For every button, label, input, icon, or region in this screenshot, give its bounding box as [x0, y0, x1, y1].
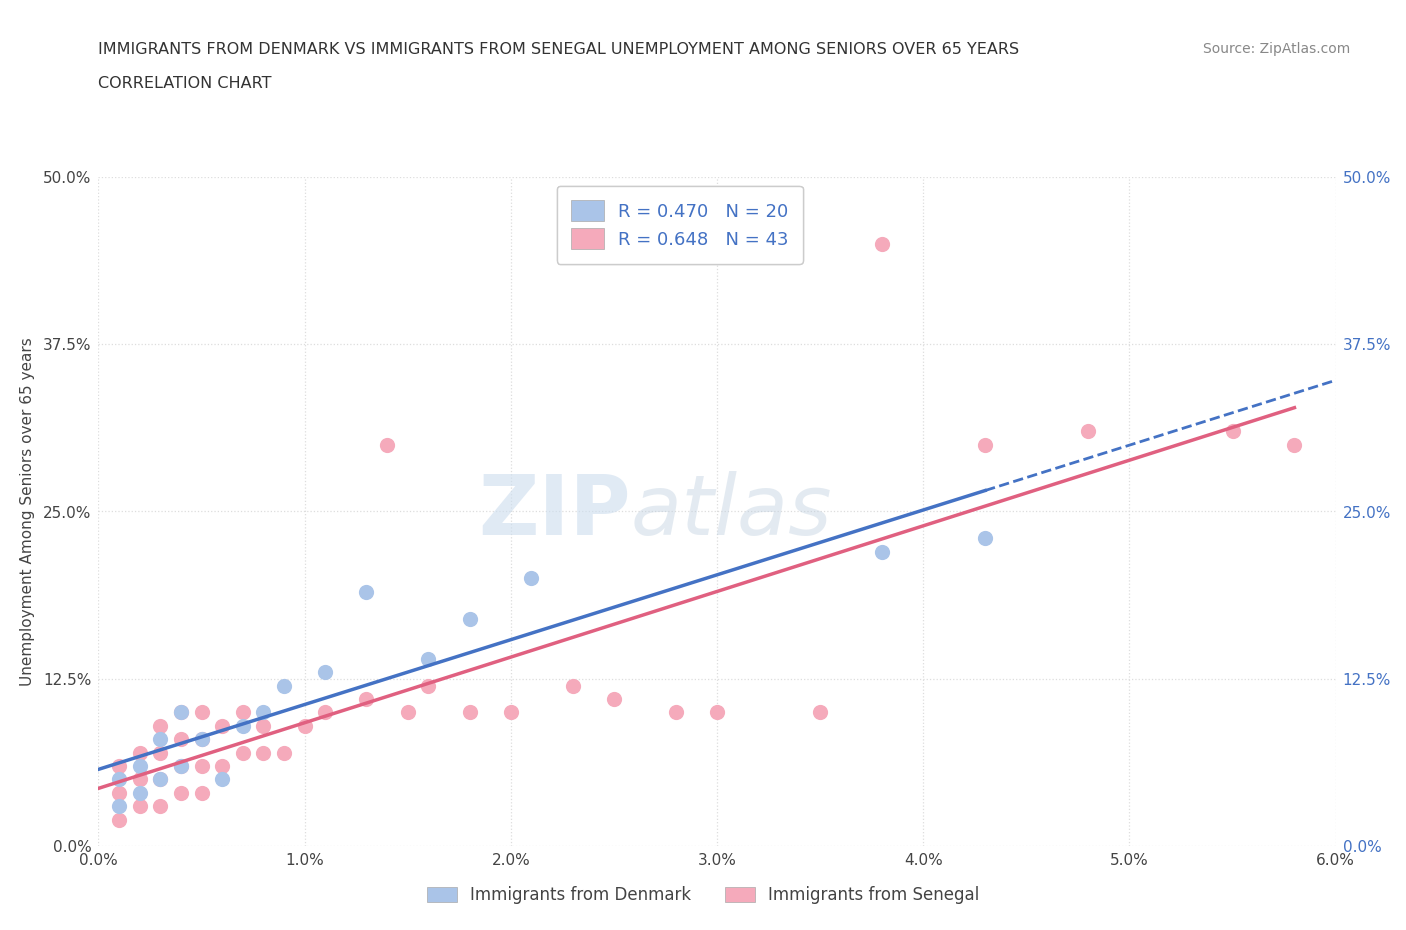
Point: [211, 759, 233, 774]
Point: [665, 705, 688, 720]
Point: [108, 785, 131, 800]
Text: Source: ZipAtlas.com: Source: ZipAtlas.com: [1202, 42, 1350, 56]
Point: [808, 705, 831, 720]
Point: [211, 772, 233, 787]
Point: [252, 745, 274, 760]
Point: [458, 705, 481, 720]
Legend: Immigrants from Denmark, Immigrants from Senegal: Immigrants from Denmark, Immigrants from…: [419, 878, 987, 912]
Point: [190, 705, 212, 720]
Point: [1222, 424, 1244, 439]
Point: [356, 584, 378, 599]
Point: [561, 678, 583, 693]
Point: [870, 236, 893, 251]
Point: [190, 785, 212, 800]
Point: [211, 718, 233, 733]
Point: [273, 678, 295, 693]
Text: IMMIGRANTS FROM DENMARK VS IMMIGRANTS FROM SENEGAL UNEMPLOYMENT AMONG SENIORS OV: IMMIGRANTS FROM DENMARK VS IMMIGRANTS FR…: [98, 42, 1019, 57]
Point: [458, 611, 481, 626]
Point: [149, 718, 172, 733]
Point: [418, 678, 440, 693]
Point: [603, 692, 626, 707]
Point: [108, 759, 131, 774]
Point: [149, 745, 172, 760]
Point: [170, 759, 193, 774]
Point: [1284, 437, 1306, 452]
Point: [128, 772, 150, 787]
Text: CORRELATION CHART: CORRELATION CHART: [98, 76, 271, 91]
Point: [520, 571, 543, 586]
Point: [170, 705, 193, 720]
Point: [294, 718, 316, 733]
Point: [128, 785, 150, 800]
Point: [128, 745, 150, 760]
Text: atlas: atlas: [630, 471, 832, 552]
Point: [149, 772, 172, 787]
Point: [314, 705, 336, 720]
Point: [108, 812, 131, 827]
Point: [273, 745, 295, 760]
Legend: R = 0.470   N = 20, R = 0.648   N = 43: R = 0.470 N = 20, R = 0.648 N = 43: [557, 186, 803, 263]
Point: [108, 772, 131, 787]
Point: [128, 799, 150, 814]
Point: [375, 437, 398, 452]
Point: [706, 705, 728, 720]
Point: [252, 718, 274, 733]
Point: [252, 705, 274, 720]
Point: [396, 705, 419, 720]
Point: [170, 785, 193, 800]
Point: [170, 732, 193, 747]
Point: [170, 705, 193, 720]
Point: [170, 759, 193, 774]
Point: [314, 665, 336, 680]
Point: [108, 799, 131, 814]
Point: [128, 759, 150, 774]
Point: [418, 651, 440, 666]
Point: [232, 745, 254, 760]
Point: [232, 705, 254, 720]
Point: [149, 799, 172, 814]
Text: ZIP: ZIP: [478, 471, 630, 552]
Point: [974, 531, 997, 546]
Point: [232, 718, 254, 733]
Point: [1077, 424, 1099, 439]
Point: [149, 732, 172, 747]
Y-axis label: Unemployment Among Seniors over 65 years: Unemployment Among Seniors over 65 years: [20, 338, 35, 686]
Point: [356, 692, 378, 707]
Point: [974, 437, 997, 452]
Point: [149, 772, 172, 787]
Point: [499, 705, 522, 720]
Point: [190, 732, 212, 747]
Point: [190, 732, 212, 747]
Point: [190, 759, 212, 774]
Point: [870, 544, 893, 559]
